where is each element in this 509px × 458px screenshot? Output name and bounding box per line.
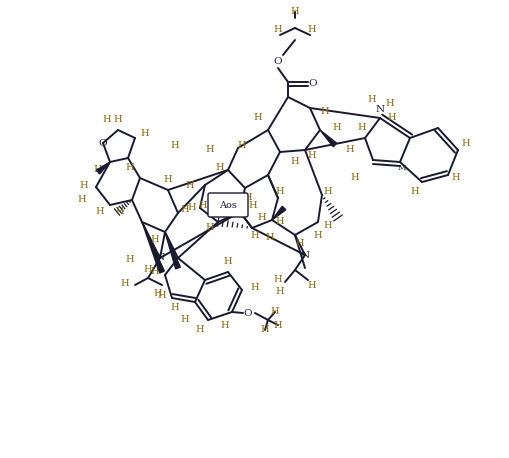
Text: H: H: [462, 138, 470, 147]
Text: H: H: [171, 304, 179, 312]
Text: H: H: [367, 96, 376, 104]
Text: M: M: [398, 164, 406, 172]
Text: H: H: [271, 307, 279, 316]
Polygon shape: [142, 222, 164, 273]
Text: H: H: [321, 108, 329, 116]
Text: H: H: [274, 26, 282, 34]
Text: H: H: [206, 146, 214, 154]
Text: H: H: [144, 266, 152, 274]
Text: H: H: [358, 124, 366, 132]
Text: H: H: [78, 196, 87, 205]
Text: H: H: [276, 218, 285, 227]
Text: H: H: [346, 146, 354, 154]
Text: O: O: [99, 138, 107, 147]
Text: H: H: [80, 180, 89, 190]
Text: H: H: [274, 276, 282, 284]
Text: N: N: [300, 251, 309, 260]
Text: H: H: [158, 290, 166, 300]
Text: O: O: [308, 80, 317, 88]
Text: H: H: [307, 26, 316, 34]
Text: H: H: [199, 201, 207, 209]
Text: H: H: [164, 175, 173, 185]
Text: H: H: [291, 158, 299, 167]
Polygon shape: [320, 130, 337, 147]
Text: O: O: [274, 58, 282, 66]
Text: H: H: [188, 203, 196, 213]
Text: H: H: [261, 326, 269, 334]
Text: H: H: [221, 321, 230, 329]
Text: H: H: [94, 165, 102, 174]
Polygon shape: [96, 162, 110, 174]
Text: H: H: [114, 115, 122, 125]
Text: H: H: [324, 187, 332, 196]
Text: H: H: [186, 180, 194, 190]
Text: H: H: [244, 193, 252, 202]
Text: H: H: [307, 151, 316, 159]
Text: H: H: [151, 235, 159, 245]
Text: H: H: [126, 164, 134, 173]
Text: H: H: [333, 124, 342, 132]
Text: H: H: [388, 114, 397, 122]
Text: H: H: [276, 288, 285, 296]
Text: H: H: [126, 256, 134, 265]
Text: H: H: [216, 164, 224, 173]
Text: H: H: [195, 326, 204, 334]
Text: H: H: [324, 220, 332, 229]
Text: H: H: [223, 257, 232, 267]
Text: H: H: [121, 278, 129, 288]
Text: H: H: [411, 187, 419, 196]
Text: H: H: [249, 201, 258, 209]
Polygon shape: [165, 232, 180, 269]
Text: H: H: [251, 230, 259, 240]
Text: H: H: [253, 114, 262, 122]
Text: N: N: [155, 253, 164, 262]
Text: H: H: [154, 289, 162, 298]
Text: H: H: [238, 141, 246, 149]
Text: H: H: [274, 321, 282, 329]
Text: H: H: [314, 230, 322, 240]
Text: H: H: [258, 213, 266, 223]
FancyBboxPatch shape: [208, 193, 248, 217]
Text: H: H: [386, 98, 394, 108]
Text: H: H: [307, 280, 316, 289]
Text: H: H: [451, 174, 460, 182]
Text: Aos: Aos: [219, 201, 237, 209]
Text: H: H: [181, 316, 189, 325]
Text: H: H: [351, 174, 359, 182]
Text: H: H: [251, 284, 259, 293]
Text: H: H: [116, 207, 124, 217]
Text: H: H: [103, 115, 111, 125]
Text: H: H: [151, 267, 159, 277]
Text: H: H: [266, 234, 274, 242]
Polygon shape: [272, 206, 286, 220]
Text: H: H: [206, 224, 214, 233]
Text: O: O: [244, 309, 252, 317]
Text: H: H: [296, 239, 304, 247]
Text: H: H: [291, 7, 299, 16]
Text: H: H: [171, 141, 179, 149]
Text: H: H: [96, 207, 104, 217]
Text: H: H: [140, 129, 149, 137]
Text: H: H: [181, 206, 189, 214]
Text: N: N: [376, 105, 385, 114]
Text: H: H: [276, 187, 285, 196]
